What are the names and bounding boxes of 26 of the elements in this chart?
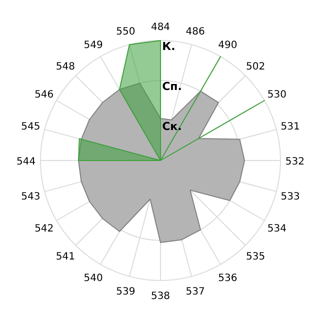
spoke-label: 486	[186, 26, 205, 38]
spoke-label: 550	[116, 26, 136, 38]
spoke-label: 534	[267, 224, 286, 235]
spoke-label: 490	[218, 40, 238, 52]
spoke-label: 530	[267, 89, 286, 100]
spoke-label: 536	[218, 272, 238, 284]
spoke-label: 531	[280, 122, 300, 133]
spoke-label: 545	[21, 122, 40, 133]
spoke-label: 532	[285, 156, 304, 168]
spoke-label: 535	[246, 252, 266, 263]
spoke-label: 533	[280, 191, 300, 202]
spoke-label: 502	[246, 61, 266, 72]
spoke-label: 542	[34, 224, 54, 235]
y-tick-label: К.	[162, 40, 176, 53]
spoke-label: 548	[56, 61, 76, 72]
spoke-label: 484	[150, 22, 170, 34]
y-tick-label: Сп.	[162, 80, 182, 93]
spoke-label: 537	[186, 286, 205, 298]
spoke-label: 546	[34, 89, 54, 100]
spoke-label: 543	[21, 191, 40, 202]
spoke-label: 549	[84, 40, 103, 52]
spoke-label: 541	[56, 252, 76, 263]
spoke-label: 540	[84, 272, 103, 284]
spoke-label: 538	[150, 290, 170, 302]
spoke-label: 539	[116, 286, 136, 298]
spoke-label: 544	[16, 156, 36, 168]
